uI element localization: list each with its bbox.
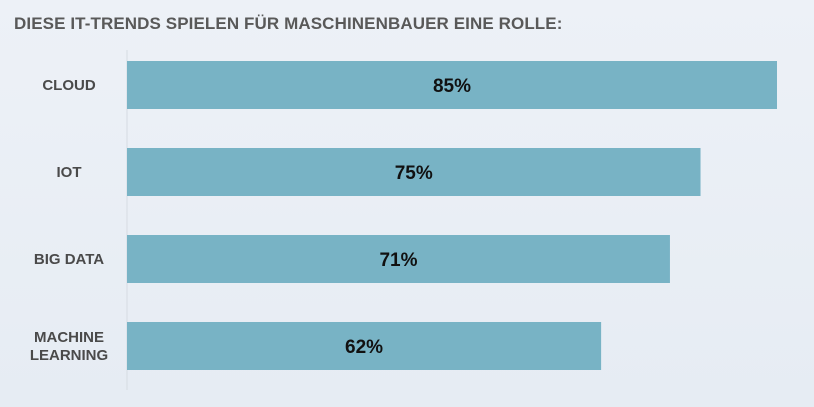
category-label-0: CLOUD <box>42 77 95 94</box>
bar-1 <box>127 148 701 196</box>
category-label-3-line-1: LEARNING <box>30 347 108 364</box>
chart-title: DIESE IT-TRENDS SPIELEN FÜR MASCHINENBAU… <box>14 14 563 33</box>
category-label-2: BIG DATA <box>34 251 104 268</box>
category-label-3-line-0: MACHINE <box>34 329 104 346</box>
bar-0 <box>127 61 777 109</box>
data-label-1: 75% <box>395 163 433 184</box>
data-label-2: 71% <box>379 250 417 271</box>
data-label-3: 62% <box>345 337 383 358</box>
data-label-0: 85% <box>433 76 471 97</box>
bar-3 <box>127 322 602 370</box>
category-label-1: IOT <box>57 164 82 181</box>
bar-2 <box>127 235 670 283</box>
bars-group: 85% CLOUD 75% IOT 71% BIG DATA 62% MACHINELEARN… <box>30 61 777 370</box>
